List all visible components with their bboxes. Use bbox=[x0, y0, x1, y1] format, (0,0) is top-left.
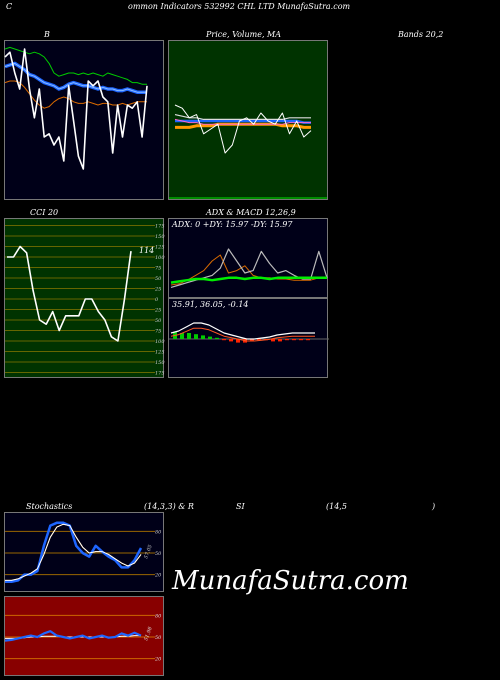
macd-histogram-bar bbox=[201, 335, 205, 339]
adx-macd-title: ADX & MACD 12,26,9 bbox=[206, 208, 296, 217]
rsi-value-label: 51.98 bbox=[143, 626, 154, 642]
macd-histogram-bar bbox=[208, 336, 212, 339]
adx-line bbox=[170, 276, 327, 284]
adx-plus-di-line bbox=[170, 248, 328, 288]
macd-histogram-bar bbox=[257, 339, 261, 341]
stoch-signal-line bbox=[5, 523, 142, 581]
header-title: ommon Indicators 532992 CHL LTD MunafaSu… bbox=[128, 2, 351, 11]
header-c-letter: C bbox=[6, 2, 13, 11]
cci-tick-label: 100 bbox=[155, 255, 165, 261]
cci-value-label: 114 bbox=[139, 246, 154, 255]
ma-blue-line bbox=[175, 119, 311, 124]
cci-panel: 175 150 125 100 75 50 25 0 25 50 75 100 125 150 175 114 bbox=[4, 218, 165, 378]
cci-chart: 175 150 125 100 75 50 25 0 25 50 75 100 125 150 175 114 bbox=[5, 224, 165, 377]
rsi-line bbox=[4, 630, 142, 642]
macd-histogram-bar bbox=[215, 337, 219, 339]
macd-histogram-bar bbox=[187, 333, 191, 339]
cci-tick-label: 125 bbox=[155, 350, 165, 356]
cci-line bbox=[7, 245, 132, 342]
rsi-tick-label: 20 bbox=[154, 657, 162, 663]
cci-tick-label: 75 bbox=[155, 329, 161, 335]
bb-title: B bbox=[44, 30, 50, 39]
stoch-tick-label: 20 bbox=[154, 573, 162, 579]
rsi-params: (14,5 bbox=[326, 502, 347, 511]
macd-signal-line bbox=[170, 327, 315, 342]
si-title: SI bbox=[236, 502, 245, 511]
cci-tick-label: 50 bbox=[155, 318, 162, 324]
rsi-tick-label: 50 bbox=[155, 635, 162, 641]
bb-middle-highlight-line bbox=[4, 62, 147, 93]
macd-histogram-bar bbox=[180, 333, 184, 339]
stoch-chart: 80 50 20 57.05 bbox=[5, 521, 162, 584]
rsi-chart: 80 50 20 51.98 bbox=[4, 613, 162, 663]
bb-upper-band-line bbox=[4, 46, 147, 85]
macd-histogram-bar bbox=[194, 334, 198, 339]
cci-tick-label: 150 bbox=[155, 234, 165, 240]
adx-chart bbox=[170, 248, 328, 288]
cci-tick-label: 100 bbox=[155, 339, 165, 345]
price-ma-title: Price, Volume, MA bbox=[206, 30, 282, 39]
bb-price-line bbox=[4, 48, 148, 170]
macd-histogram-bar bbox=[299, 339, 303, 341]
rsi-paren: ) bbox=[432, 502, 436, 511]
cci-title: CCI 20 bbox=[30, 208, 59, 217]
macd-histogram-bar bbox=[306, 339, 310, 341]
ma-pink-line bbox=[174, 118, 311, 125]
macd-chart bbox=[169, 322, 329, 343]
stoch-tick-label: 50 bbox=[155, 551, 162, 557]
macd-histogram-bar bbox=[222, 339, 226, 341]
macd-histogram-bar bbox=[236, 339, 240, 343]
stoch-panel: 80 50 20 57.05 bbox=[4, 512, 164, 592]
macd-histogram-bar bbox=[278, 339, 282, 342]
macd-histogram-bar bbox=[229, 339, 233, 342]
macd-line bbox=[170, 322, 315, 340]
stoch-params: (14,3,3) & R bbox=[144, 502, 194, 511]
cci-tick-label: 25 bbox=[154, 308, 161, 314]
adx-readout: ADX: 0 +DY: 15.97 -DY: 15.97 bbox=[172, 220, 293, 229]
cci-tick-label: 50 bbox=[155, 276, 162, 282]
cci-tick-label: 125 bbox=[155, 245, 165, 251]
cci-tick-label: 25 bbox=[154, 287, 161, 293]
price-ma-panel bbox=[168, 40, 328, 200]
bb-panel bbox=[4, 40, 164, 200]
adx-minus-di-line bbox=[170, 254, 327, 286]
stoch-title: Stochastics bbox=[26, 502, 73, 511]
stoch-value-label: 57.05 bbox=[143, 544, 154, 560]
bb-lower-band-line bbox=[4, 80, 147, 109]
cci-tick-label: 150 bbox=[155, 360, 165, 366]
macd-panel bbox=[168, 298, 329, 378]
rsi-tick-label: 80 bbox=[155, 613, 162, 619]
macd-histogram-bar bbox=[292, 339, 296, 341]
macd-histogram-bar bbox=[250, 339, 254, 342]
bb-chart bbox=[4, 46, 148, 170]
stoch-tick-label: 80 bbox=[155, 529, 162, 535]
price-ma-chart bbox=[169, 104, 327, 199]
macd-histogram-bar bbox=[285, 339, 289, 341]
cci-tick-label: 175 bbox=[155, 224, 165, 230]
watermark: MunafaSutra.com bbox=[172, 566, 409, 596]
cci-tick-label: 75 bbox=[155, 266, 161, 272]
cci-tick-label: 175 bbox=[155, 371, 165, 377]
bands-title: Bands 20,2 bbox=[398, 30, 444, 39]
rsi-panel: 80 50 20 51.98 bbox=[4, 596, 164, 676]
adx-panel bbox=[168, 218, 328, 298]
cci-tick-label: 0 bbox=[155, 297, 159, 303]
macd-readout: 35.91, 36.05, -0.14 bbox=[172, 300, 249, 309]
macd-histogram-bar bbox=[271, 339, 275, 342]
ma-price-line bbox=[174, 104, 312, 154]
